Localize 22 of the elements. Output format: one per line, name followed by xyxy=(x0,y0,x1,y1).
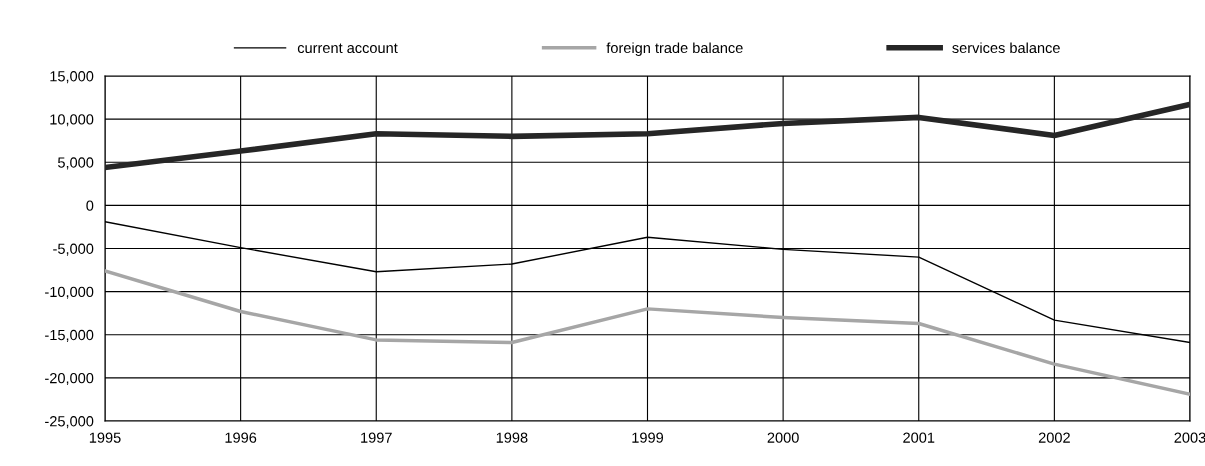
y-tick-label: 0 xyxy=(86,200,94,211)
legend-label: current account xyxy=(297,43,398,54)
line-series xyxy=(105,269,1190,396)
x-tick-label: 2003 xyxy=(1174,432,1205,443)
legend-label: services balance xyxy=(952,42,1060,54)
y-tick-label: -15,000 xyxy=(45,329,94,342)
x-tick-label: 1999 xyxy=(632,432,664,443)
x-tick-label: 1995 xyxy=(89,432,121,443)
y-tick-label: 15,000 xyxy=(50,71,94,84)
x-tick-label: 2001 xyxy=(903,432,935,443)
legend-label: foreign trade balance xyxy=(606,42,743,56)
x-tick-label: 1998 xyxy=(496,432,528,443)
y-tick-label: -20,000 xyxy=(45,372,94,386)
x-tick-label: 2002 xyxy=(1038,432,1070,443)
x-tick-label: 1997 xyxy=(361,432,392,443)
x-tick-label: 1996 xyxy=(225,432,257,443)
y-tick-label: -5,000 xyxy=(53,243,94,256)
y-tick-label: 10,000 xyxy=(50,114,94,127)
x-tick-label: 2000 xyxy=(767,432,799,443)
y-tick-label: 5,000 xyxy=(57,157,94,170)
y-tick-label: -10,000 xyxy=(45,286,94,299)
y-tick-label: -25,000 xyxy=(45,416,94,429)
